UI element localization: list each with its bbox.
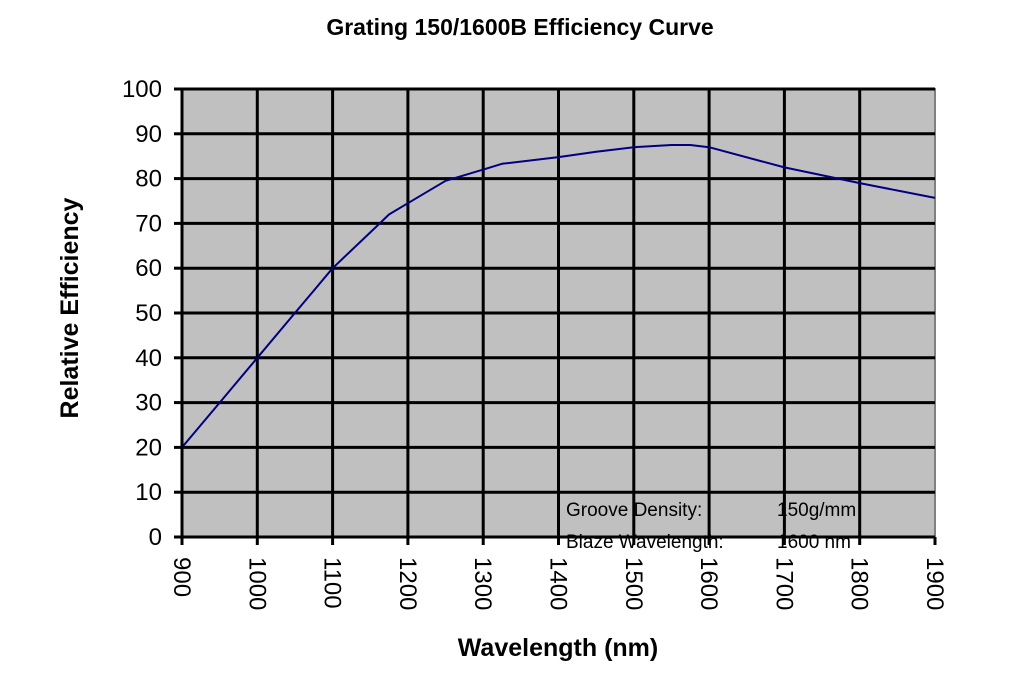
y-tick-label-6: 60 [135, 255, 162, 282]
series-line-0 [181, 144, 936, 449]
y-tick-label-7: 70 [135, 210, 162, 237]
y-tick-label-4: 40 [135, 345, 162, 372]
x-axis-title: Wavelength (nm) [458, 634, 658, 662]
annotation-label-1: Blaze Wavelength: [566, 532, 724, 553]
annotation-value-1: 1600 nm [777, 532, 851, 553]
y-axis: 0 10 20 30 40 50 60 70 80 90 100 [122, 76, 182, 551]
y-tick-label-0: 0 [149, 524, 162, 551]
y-tick-label-5: 50 [135, 300, 162, 327]
x-tick-label-9: 1800 [846, 557, 873, 610]
x-axis: 900 1000 1100 1200 1300 1400 1500 1600 1700 1800 1… [168, 537, 948, 610]
x-tick-label-10: 1900 [921, 557, 948, 610]
y-tick-label-3: 30 [135, 390, 162, 417]
annotation-label-0: Groove Density: [566, 500, 702, 521]
x-tick-label-6: 1500 [620, 557, 647, 610]
y-tick-label-10: 100 [122, 76, 162, 103]
y-tick-label-2: 20 [135, 434, 162, 461]
x-tick-label-3: 1200 [394, 557, 421, 610]
y-tick-label-1: 10 [135, 479, 162, 506]
x-tick-label-0: 900 [168, 557, 195, 597]
x-tick-label-4: 1300 [469, 557, 496, 610]
y-tick-label-8: 80 [135, 166, 162, 193]
y-tick-label-9: 90 [135, 121, 162, 148]
x-tick-label-7: 1600 [695, 557, 722, 610]
x-tick-label-1: 1000 [243, 557, 270, 610]
y-axis-title: Relative Efficiency [56, 197, 84, 418]
chart-title: Grating 150/1600B Efficiency Curve [326, 14, 713, 40]
annotation-value-0: 150g/mm [777, 500, 856, 521]
series-layer [181, 144, 936, 449]
axis-lines [174, 89, 935, 545]
x-tick-label-2: 1100 [319, 557, 346, 609]
x-tick-label-8: 1700 [770, 557, 797, 610]
x-tick-label-5: 1400 [545, 557, 572, 610]
